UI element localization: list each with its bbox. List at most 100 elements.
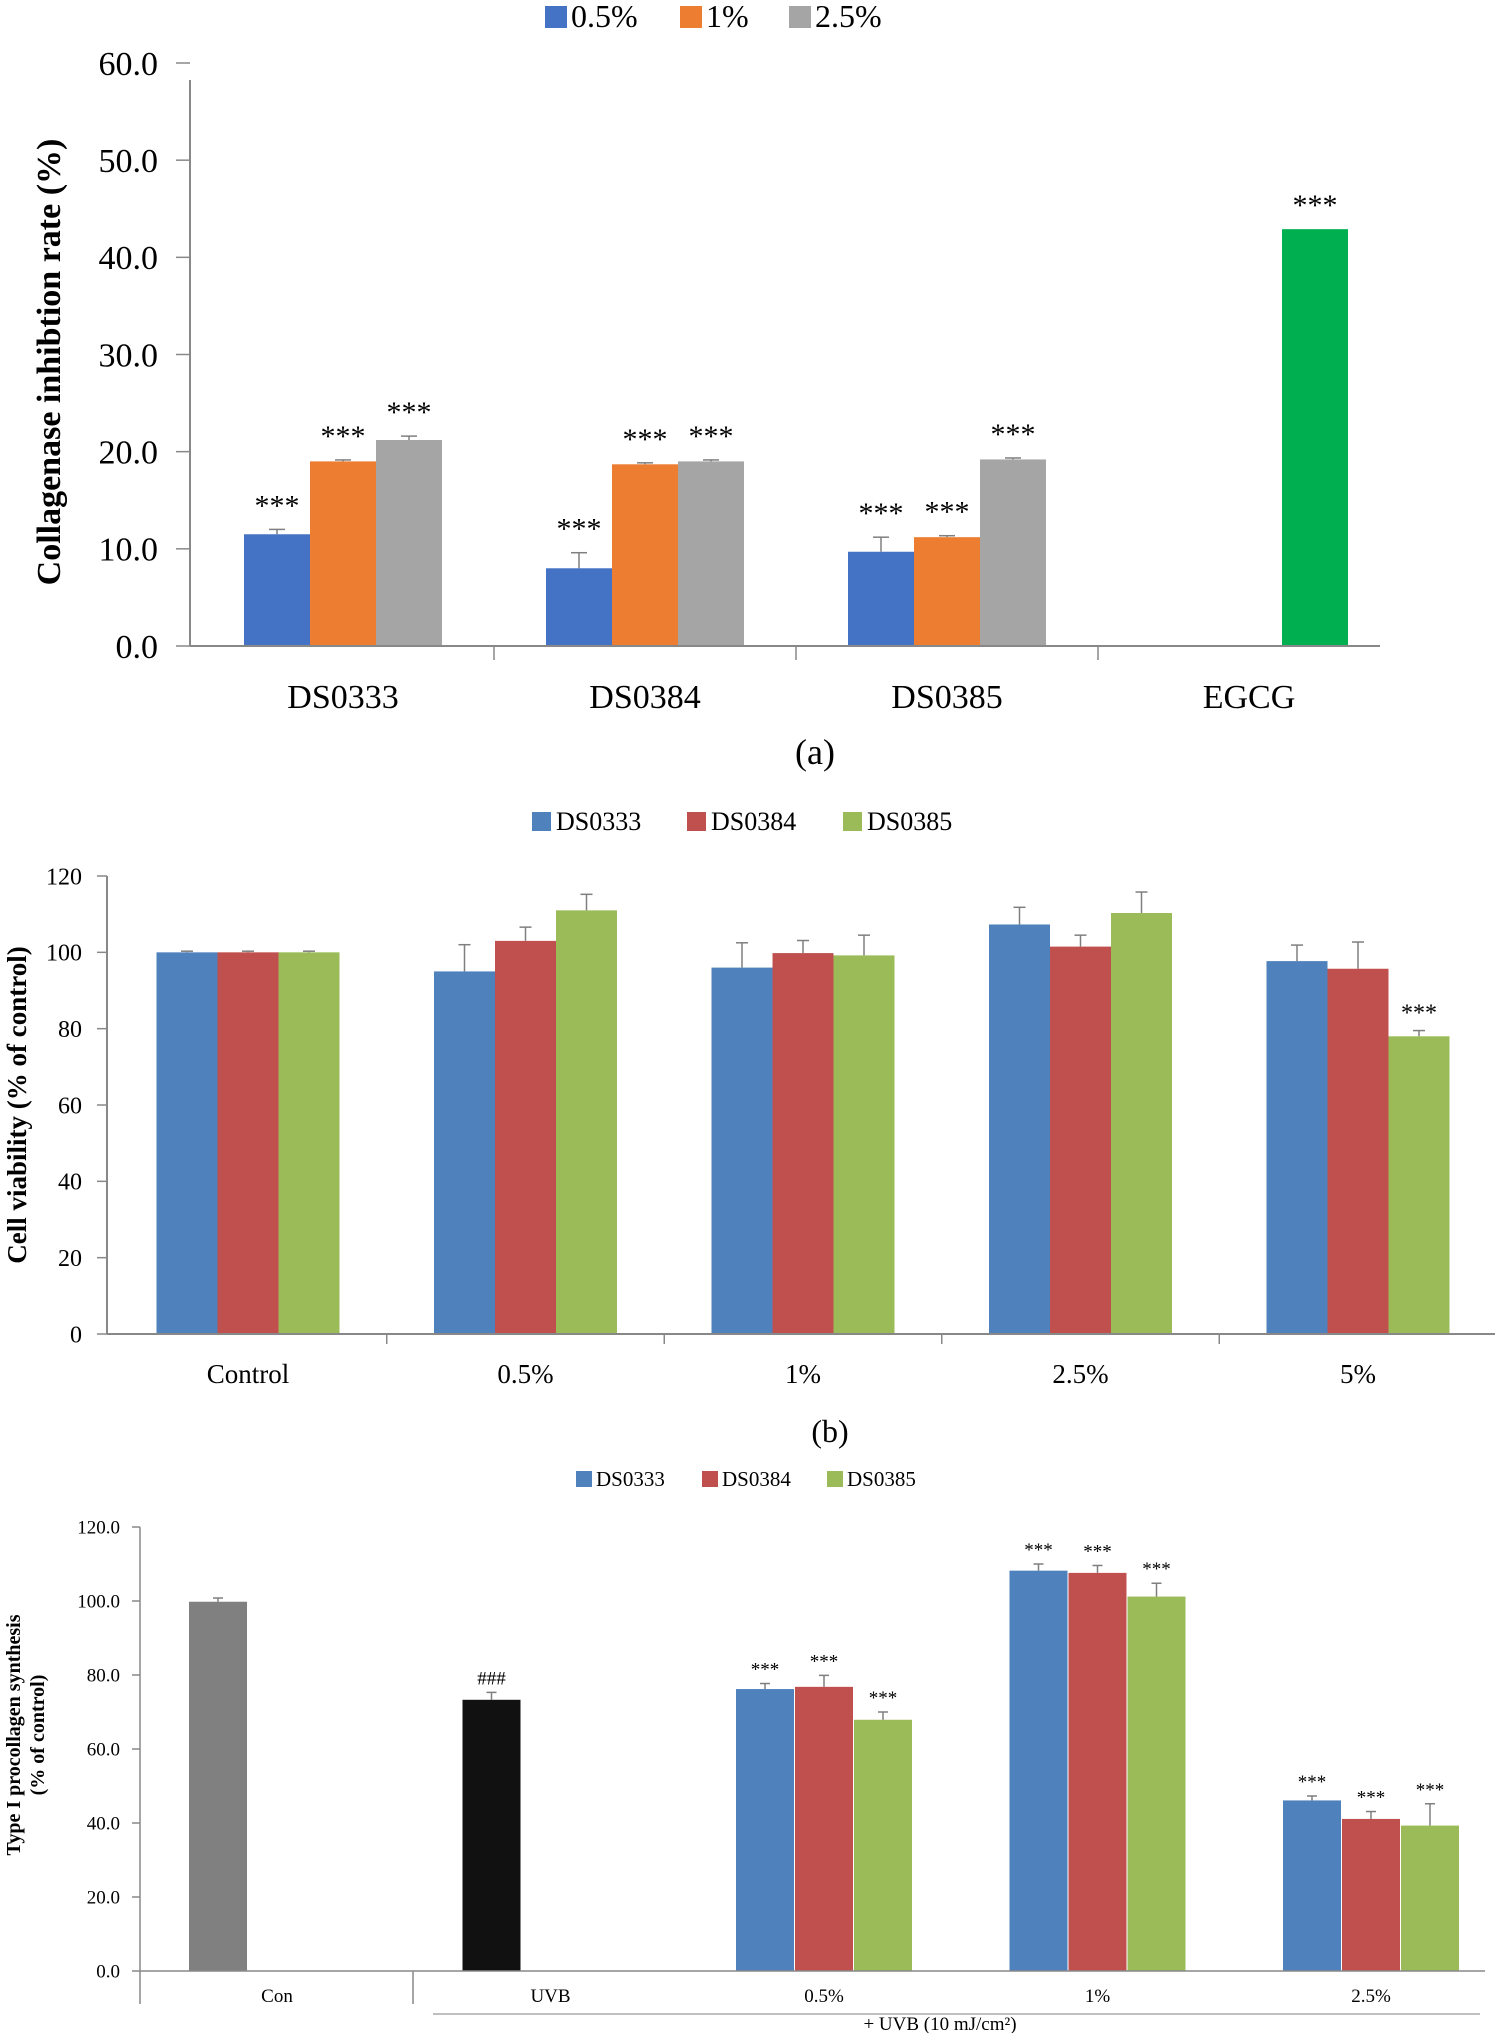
legend-swatch-ds0385 [843,812,862,831]
x-tick-label-2.5pct: 2.5% [1351,1986,1391,2007]
x-tick-label-2.5pct: 2.5% [1052,1359,1108,1389]
bar-control-ds0333 [156,952,218,1334]
legend-label-1pct: 1% [706,0,749,34]
y-axis-title-b: Cell viability (% of control) [2,946,32,1263]
y-tick-label-b: 100 [46,941,82,967]
bar-ds0385-2.5pct [980,459,1046,646]
significance-label-0.5pct-ds0333: *** [751,1660,780,1681]
bar-ds0385-1pct [914,537,980,646]
significance-label-uvb: ### [477,1668,506,1689]
bar-2.5pct-ds0385 [1111,913,1172,1334]
x-tick-label-con: Con [261,1986,293,2007]
bar-1pct-ds0385 [833,955,895,1334]
y-tick-label-a: 60.0 [99,46,159,83]
y-tick-label-a: 40.0 [99,240,159,277]
y-tick-label-c: 120.0 [77,1518,120,1539]
bar-con [189,1601,247,1971]
significance-label-ds0333-1pct: *** [321,420,366,453]
significance-label-ds0385-0.5pct: *** [859,497,904,530]
bar-0.5pct-ds0384 [795,1686,853,1971]
x-tick-label-ds0385: DS0385 [891,679,1002,716]
panel-label-b: (b) [811,1413,848,1449]
y-axis-title-c-line2: (% of control) [27,1675,49,1796]
significance-label-ds0385-2.5pct: *** [991,418,1036,451]
bar-ds0333-0.5pct [244,534,310,646]
x-tick-label-ds0384: DS0384 [589,679,700,716]
significance-label-0.5pct-ds0384: *** [810,1651,839,1672]
legend-label-ds0384: DS0384 [711,807,796,836]
bar-0.5pct-ds0333 [736,1689,794,1971]
panel-a: 0.5% 1% 2.5% Collagenase inhibtion rate … [31,0,1380,772]
y-tick-label-b: 20 [58,1246,82,1272]
significance-label-ds0384-2.5pct: *** [689,420,734,453]
legend-swatch-ds0333 [532,812,551,831]
significance-label-1pct-ds0385: *** [1142,1559,1171,1580]
y-tick-label-c: 100.0 [77,1592,120,1613]
bar-2.5pct-ds0384 [1342,1818,1400,1971]
legend-swatch-c-ds0384 [702,1471,718,1487]
uvb-group-label: + UVB (10 mJ/cm²) [863,2014,1016,2033]
bar-2.5pct-ds0384 [1050,946,1111,1334]
y-tick-label-c: 60.0 [87,1740,120,1761]
x-tick-label-egcg: EGCG [1203,679,1296,716]
bar-5pct-ds0333 [1266,961,1328,1334]
bar-ds0385-0.5pct [848,551,914,646]
significance-label-0.5pct-ds0385: *** [869,1688,898,1709]
x-tick-label-0.5pct: 0.5% [497,1359,553,1389]
bar-1pct-ds0385 [1127,1596,1186,1971]
legend-a: 0.5% 1% 2.5% [545,0,882,34]
bar-1pct-ds0333 [1009,1570,1068,1971]
significance-label-2.5pct-ds0385: *** [1416,1780,1445,1801]
bar-control-ds0384 [217,952,279,1334]
bar-uvb [462,1699,521,1971]
bar-egcg [1282,229,1348,646]
legend-swatch-ds0384 [687,812,706,831]
y-tick-label-a: 0.0 [116,629,159,666]
bar-ds0384-1pct [612,464,678,646]
significance-label-ds0333-2.5pct: *** [387,396,432,429]
bar-1pct-ds0384 [1068,1572,1127,1971]
bar-0.5pct-ds0385 [854,1719,912,1971]
y-tick-label-c: 0.0 [96,1962,120,1983]
x-tick-label-1pct: 1% [1085,1986,1111,2007]
significance-label-2.5pct-ds0333: *** [1298,1772,1327,1793]
x-tick-label-ds0333: DS0333 [287,679,398,716]
x-tick-label-1pct: 1% [785,1359,821,1389]
legend-swatch-1pct [680,6,702,28]
bar-ds0333-2.5pct [376,440,442,646]
significance-label-ds0333-0.5pct: *** [255,489,300,522]
y-tick-label-c: 80.0 [87,1666,120,1687]
x-tick-label-uvb: UVB [530,1986,570,2007]
bar-2.5pct-ds0385 [1401,1825,1459,1971]
significance-label-1pct-ds0333: *** [1024,1540,1053,1561]
legend-swatch-0.5pct [545,6,567,28]
legend-label-c-ds0385: DS0385 [847,1467,916,1491]
y-tick-label-a: 10.0 [99,532,159,569]
legend-c: DS0333 DS0384 DS0385 [576,1467,916,1491]
significance-label-ds0384-0.5pct: *** [557,513,602,546]
bar-1pct-ds0384 [772,953,834,1334]
legend-label-ds0385: DS0385 [867,807,952,836]
y-tick-label-c: 20.0 [87,1888,120,1909]
panel-label-a: (a) [795,732,835,772]
y-tick-label-a: 30.0 [99,337,159,374]
bar-ds0384-2.5pct [678,461,744,646]
bar-1pct-ds0333 [711,967,773,1334]
y-axis-title-c-line1: Type I procollagen synthesis [3,1614,25,1855]
significance-label-ds0384-1pct: *** [623,423,668,456]
bar-2.5pct-ds0333 [1283,1800,1341,1971]
bar-ds0384-0.5pct [546,568,612,646]
legend-label-ds0333: DS0333 [556,807,641,836]
y-axis-title-a: Collagenase inhibtion rate (%) [31,139,68,586]
significance-label-egcg: *** [1293,189,1338,222]
bar-5pct-ds0384 [1327,968,1389,1334]
significance-label-ds0385-1pct: *** [925,496,970,529]
significance-label-1pct-ds0384: *** [1083,1541,1112,1562]
bar-0.5pct-ds0384 [495,940,556,1334]
y-tick-label-b: 0 [70,1322,82,1348]
y-tick-label-b: 80 [58,1017,82,1043]
x-tick-label-5pct: 5% [1340,1359,1376,1389]
bar-ds0333-1pct [310,461,376,646]
legend-label-c-ds0333: DS0333 [596,1467,665,1491]
